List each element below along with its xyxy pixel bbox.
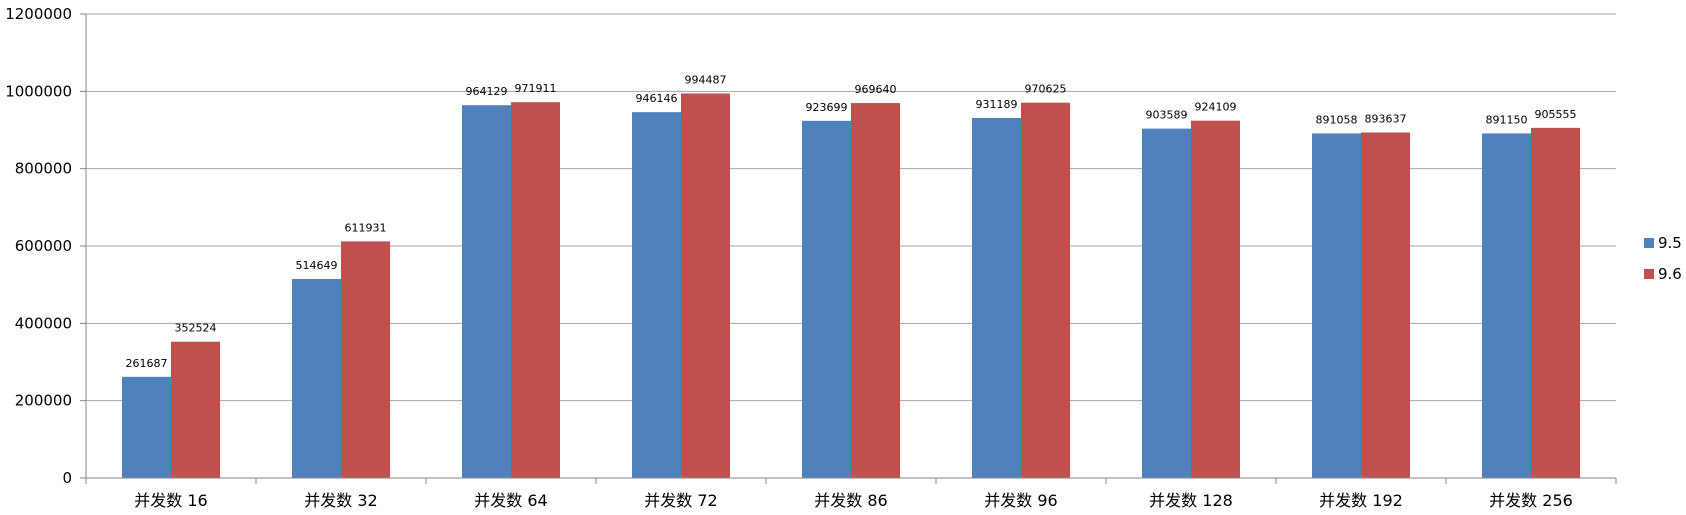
y-tick-label: 200000 xyxy=(15,392,72,410)
legend: 9.5 9.6 xyxy=(1644,234,1682,283)
x-tick-label: 并发数 96 xyxy=(984,491,1057,510)
data-label: 923699 xyxy=(806,101,848,114)
data-label: 352524 xyxy=(175,322,217,335)
legend-swatch xyxy=(1644,269,1654,279)
bar xyxy=(1361,132,1410,478)
y-tick-label: 800000 xyxy=(15,160,72,178)
bar xyxy=(972,117,1021,479)
x-tick-label: 并发数 86 xyxy=(814,491,887,510)
bar xyxy=(1482,133,1531,478)
data-label: 611931 xyxy=(345,221,387,234)
bar xyxy=(802,120,851,478)
x-tick-label: 并发数 32 xyxy=(304,491,377,510)
bar xyxy=(632,112,681,478)
data-label: 971911 xyxy=(515,82,557,95)
data-label: 969640 xyxy=(855,83,897,96)
x-tick-label: 并发数 64 xyxy=(474,491,547,510)
bar xyxy=(341,241,390,478)
x-tick-label: 并发数 192 xyxy=(1319,491,1403,510)
data-label: 931189 xyxy=(976,98,1018,111)
data-label: 924109 xyxy=(1195,101,1237,114)
bar xyxy=(1021,102,1070,479)
data-label: 903589 xyxy=(1146,109,1188,122)
data-label: 893637 xyxy=(1365,112,1407,125)
bar xyxy=(1142,128,1191,479)
bar xyxy=(511,102,560,479)
bar xyxy=(292,279,341,478)
x-tick-label: 并发数 16 xyxy=(134,491,207,510)
y-tick-label: 0 xyxy=(62,469,72,487)
bar xyxy=(462,105,511,478)
labels: 0 200000 400000 600000 800000 1000000 1200000 并… xyxy=(5,5,1576,510)
axes xyxy=(80,13,1617,484)
bars xyxy=(122,93,1580,479)
legend-entry: 9.6 xyxy=(1658,265,1682,283)
bar xyxy=(851,103,900,478)
bar xyxy=(122,376,171,478)
x-tick-label: 并发数 128 xyxy=(1149,491,1233,510)
bar xyxy=(1312,133,1361,478)
data-label: 891150 xyxy=(1486,113,1528,126)
bar xyxy=(681,93,730,478)
y-tick-label: 600000 xyxy=(15,237,72,255)
x-tick-label: 并发数 256 xyxy=(1489,491,1573,510)
data-label: 946146 xyxy=(636,92,678,105)
bar xyxy=(171,341,220,478)
data-label: 261687 xyxy=(126,357,168,370)
bar xyxy=(1191,120,1240,478)
data-label: 970625 xyxy=(1025,83,1067,96)
data-label: 905555 xyxy=(1535,108,1577,121)
legend-swatch xyxy=(1644,238,1654,248)
data-label: 891058 xyxy=(1316,113,1358,126)
y-tick-label: 1200000 xyxy=(5,5,72,23)
data-label: 514649 xyxy=(296,259,338,272)
data-label: 964129 xyxy=(466,85,508,98)
data-label: 994487 xyxy=(685,73,727,86)
x-tick-label: 并发数 72 xyxy=(644,491,717,510)
y-tick-label: 1000000 xyxy=(5,82,72,100)
y-tick-label: 400000 xyxy=(15,314,72,332)
bar xyxy=(1531,127,1580,479)
legend-entry: 9.5 xyxy=(1658,234,1682,252)
